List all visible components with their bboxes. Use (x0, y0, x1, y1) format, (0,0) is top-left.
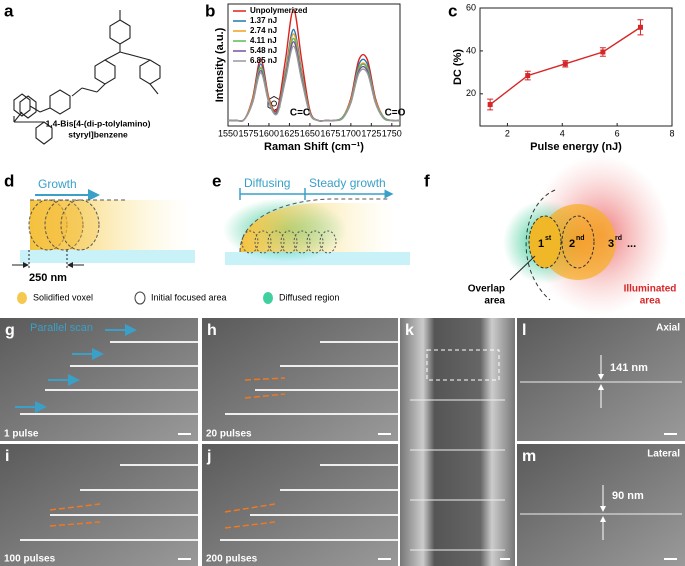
panel-letter: b (205, 1, 215, 20)
order-sup: st (545, 235, 552, 242)
legend-label: Unpolymerized (250, 6, 307, 15)
panel-letter: j (206, 448, 211, 465)
y-tick-label: 40 (466, 45, 476, 55)
x-tick-label: 1725 (361, 128, 381, 138)
x-tick-label: 1625 (279, 128, 299, 138)
point (637, 24, 643, 30)
nanowires (20, 341, 682, 551)
x-tick-label: 4 (560, 128, 565, 138)
legend-label: 2.74 nJ (250, 26, 277, 35)
growth-region (240, 203, 395, 252)
point (487, 102, 493, 108)
pulse-label: 200 pulses (206, 554, 258, 565)
x-axis-label: Pulse energy (nJ) (530, 141, 622, 153)
legend-label: 5.48 nJ (250, 46, 277, 55)
y-tick-label: 20 (466, 88, 476, 98)
pulse-label: 20 pulses (206, 429, 252, 440)
order-sup: rd (615, 235, 622, 242)
legend-label: 4.11 nJ (250, 36, 277, 45)
x-tick-label: 1650 (300, 128, 320, 138)
point (562, 61, 568, 67)
arrow-label: Diffusing (244, 176, 290, 190)
x-tick-label: 1700 (341, 128, 361, 138)
panel-letter: c (448, 1, 457, 20)
order-label: 1 (538, 238, 544, 250)
panel-letter: g (5, 322, 15, 339)
point (525, 73, 531, 79)
scan-arrows (15, 324, 137, 413)
y-axis-label: DC (%) (452, 49, 464, 85)
legend-label: Initial focused area (151, 292, 227, 302)
voxel (540, 204, 616, 280)
pulse-label: 1 pulse (4, 429, 39, 440)
size-label: 141 nm (610, 362, 648, 374)
annotation: C=C (290, 108, 310, 119)
molecule-name: styryl]benzene (68, 129, 128, 139)
scale-bars (178, 433, 677, 560)
legend-label: Diffused region (279, 292, 339, 302)
panel-letter: m (522, 448, 536, 465)
order-label: 3 (608, 238, 614, 250)
pulse-label: 100 pulses (4, 554, 56, 565)
view-label: Axial (656, 323, 680, 334)
panel-letter: d (4, 171, 14, 190)
panel-letter: i (5, 448, 9, 465)
orange-guides (49, 377, 286, 529)
x-axis-label: Raman Shift (cm⁻¹) (264, 141, 364, 153)
dimension-label: 250 nm (29, 272, 67, 284)
dashed-line (239, 198, 390, 253)
voxels (28, 199, 100, 251)
illuminated-label: area (640, 296, 661, 307)
illuminated-label: Illuminated (624, 284, 677, 295)
order-label: ... (627, 238, 636, 250)
panel-letter: l (522, 322, 526, 339)
substrate (20, 250, 195, 263)
scan-label: Parallel scan (30, 322, 93, 334)
x-tick-label: 2 (505, 128, 510, 138)
voxels (241, 230, 337, 254)
x-tick-label: 8 (669, 128, 674, 138)
point (600, 49, 606, 55)
series-line (227, 45, 401, 122)
annotation: C=O (385, 108, 406, 119)
plot-frame (227, 3, 401, 127)
legend-label: 6.85 nJ (250, 56, 277, 65)
legend-label: Solidified voxel (33, 292, 93, 302)
legend-swatch (263, 292, 273, 304)
focus-area (561, 215, 595, 269)
arrow-label: Growth (38, 177, 77, 191)
order-sup: nd (576, 235, 585, 242)
panel-letter: k (405, 322, 414, 339)
order-label: 2 (569, 238, 575, 250)
focus-area (528, 215, 562, 269)
y-tick-label: 60 (466, 2, 476, 12)
x-tick-label: 1750 (382, 128, 402, 138)
sem-panels (0, 318, 685, 566)
panel-letter: e (212, 171, 221, 190)
size-label: 90 nm (612, 490, 644, 502)
y-axis-label: Intensity (a.u.) (214, 27, 226, 102)
arrow-label: Steady growth (309, 176, 386, 190)
x-tick-label: 1675 (320, 128, 340, 138)
x-tick-label: 1575 (238, 128, 258, 138)
overlap-label: Overlap (468, 284, 505, 295)
x-tick-label: 6 (615, 128, 620, 138)
legend-swatch (17, 292, 27, 304)
molecule-structure (13, 10, 161, 145)
x-tick-label: 1600 (259, 128, 279, 138)
molecule-name: 1,4-Bis[4-(di-p-tolylamino) (46, 118, 151, 128)
pointer (509, 255, 536, 281)
x-tick-label: 1550 (218, 128, 238, 138)
panel-letter: h (207, 322, 217, 339)
overlap-label: area (484, 296, 505, 307)
benzene-icon (271, 100, 277, 107)
panel-letter: f (424, 171, 430, 190)
view-label: Lateral (647, 449, 680, 460)
roi-box (426, 349, 500, 381)
legend-label: 1.37 nJ (250, 16, 277, 25)
panel-letter: a (4, 1, 14, 20)
plot-frame (479, 7, 673, 127)
legend-swatch (134, 291, 146, 305)
